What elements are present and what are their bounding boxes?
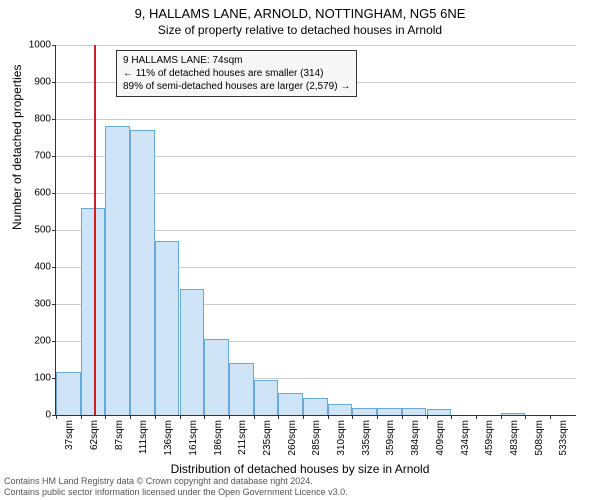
ytick-label: 200	[11, 336, 51, 347]
xtick-label: 459sqm	[484, 420, 495, 456]
footer-text: Contains HM Land Registry data © Crown c…	[4, 476, 348, 498]
histogram-bar	[204, 339, 229, 415]
footer-line1: Contains HM Land Registry data © Crown c…	[4, 476, 348, 487]
ytick-mark	[52, 82, 56, 83]
xtick-label: 260sqm	[287, 420, 298, 456]
ytick-mark	[52, 304, 56, 305]
xtick-label: 533sqm	[558, 420, 569, 456]
xtick-label: 335sqm	[361, 420, 372, 456]
ytick-mark	[52, 341, 56, 342]
xtick-label: 359sqm	[385, 420, 396, 456]
xtick-label: 161sqm	[188, 420, 199, 456]
ytick-label: 100	[11, 373, 51, 384]
xtick-label: 310sqm	[336, 420, 347, 456]
ytick-label: 300	[11, 299, 51, 310]
xtick-label: 409sqm	[435, 420, 446, 456]
xtick-mark	[81, 415, 82, 419]
annotation-line2: ← 11% of detached houses are smaller (31…	[123, 67, 350, 80]
histogram-bar	[352, 408, 377, 415]
footer-line2: Contains public sector information licen…	[4, 487, 348, 498]
xtick-mark	[352, 415, 353, 419]
xtick-label: 111sqm	[138, 420, 149, 454]
xtick-mark	[180, 415, 181, 419]
y-axis-label: Number of detached properties	[10, 65, 24, 230]
xtick-mark	[155, 415, 156, 419]
ytick-mark	[52, 156, 56, 157]
xtick-mark	[278, 415, 279, 419]
histogram-bar	[56, 372, 81, 415]
xtick-mark	[525, 415, 526, 419]
xtick-label: 434sqm	[460, 420, 471, 456]
xtick-label: 37sqm	[64, 420, 75, 450]
ytick-mark	[52, 230, 56, 231]
xtick-mark	[303, 415, 304, 419]
xtick-mark	[130, 415, 131, 419]
ytick-label: 400	[11, 262, 51, 273]
ytick-label: 0	[11, 410, 51, 421]
histogram-bar	[254, 380, 279, 415]
histogram-bar	[130, 130, 155, 415]
ytick-mark	[52, 267, 56, 268]
xtick-mark	[56, 415, 57, 419]
histogram-bar	[402, 408, 427, 415]
annotation-line3: 89% of semi-detached houses are larger (…	[123, 80, 350, 93]
histogram-bar	[377, 408, 402, 415]
xtick-mark	[476, 415, 477, 419]
xtick-mark	[501, 415, 502, 419]
ytick-mark	[52, 119, 56, 120]
chart-container: 0100200300400500600700800900100037sqm62s…	[55, 45, 575, 415]
xtick-mark	[328, 415, 329, 419]
xtick-mark	[229, 415, 230, 419]
histogram-bar	[180, 289, 205, 415]
xtick-mark	[427, 415, 428, 419]
xtick-label: 211sqm	[237, 420, 248, 455]
grid-line	[56, 119, 576, 120]
xtick-mark	[451, 415, 452, 419]
xtick-label: 508sqm	[534, 420, 545, 456]
reference-line	[94, 45, 96, 415]
histogram-bar	[328, 404, 353, 415]
chart-title-line1: 9, HALLAMS LANE, ARNOLD, NOTTINGHAM, NG5…	[0, 0, 600, 21]
chart-title-line2: Size of property relative to detached ho…	[0, 21, 600, 37]
histogram-bar	[427, 409, 452, 415]
ytick-mark	[52, 45, 56, 46]
xtick-mark	[105, 415, 106, 419]
xtick-mark	[402, 415, 403, 419]
xtick-label: 186sqm	[213, 420, 224, 456]
ytick-label: 1000	[11, 40, 51, 51]
xtick-label: 136sqm	[163, 420, 174, 456]
xtick-label: 235sqm	[262, 420, 273, 456]
xtick-mark	[254, 415, 255, 419]
xtick-mark	[204, 415, 205, 419]
histogram-bar	[278, 393, 303, 415]
xtick-label: 285sqm	[311, 420, 322, 456]
xtick-label: 87sqm	[114, 420, 125, 450]
xtick-mark	[377, 415, 378, 419]
x-axis-label: Distribution of detached houses by size …	[0, 462, 600, 476]
histogram-bar	[501, 413, 526, 415]
annotation-line1: 9 HALLAMS LANE: 74sqm	[123, 54, 350, 67]
xtick-label: 62sqm	[89, 420, 100, 450]
xtick-mark	[550, 415, 551, 419]
histogram-bar	[229, 363, 254, 415]
histogram-bar	[303, 398, 328, 415]
plot-area: 0100200300400500600700800900100037sqm62s…	[55, 45, 576, 416]
histogram-bar	[105, 126, 130, 415]
grid-line	[56, 45, 576, 46]
histogram-bar	[155, 241, 180, 415]
ytick-mark	[52, 193, 56, 194]
xtick-label: 483sqm	[509, 420, 520, 456]
annotation-box: 9 HALLAMS LANE: 74sqm← 11% of detached h…	[116, 50, 357, 97]
xtick-label: 384sqm	[410, 420, 421, 456]
